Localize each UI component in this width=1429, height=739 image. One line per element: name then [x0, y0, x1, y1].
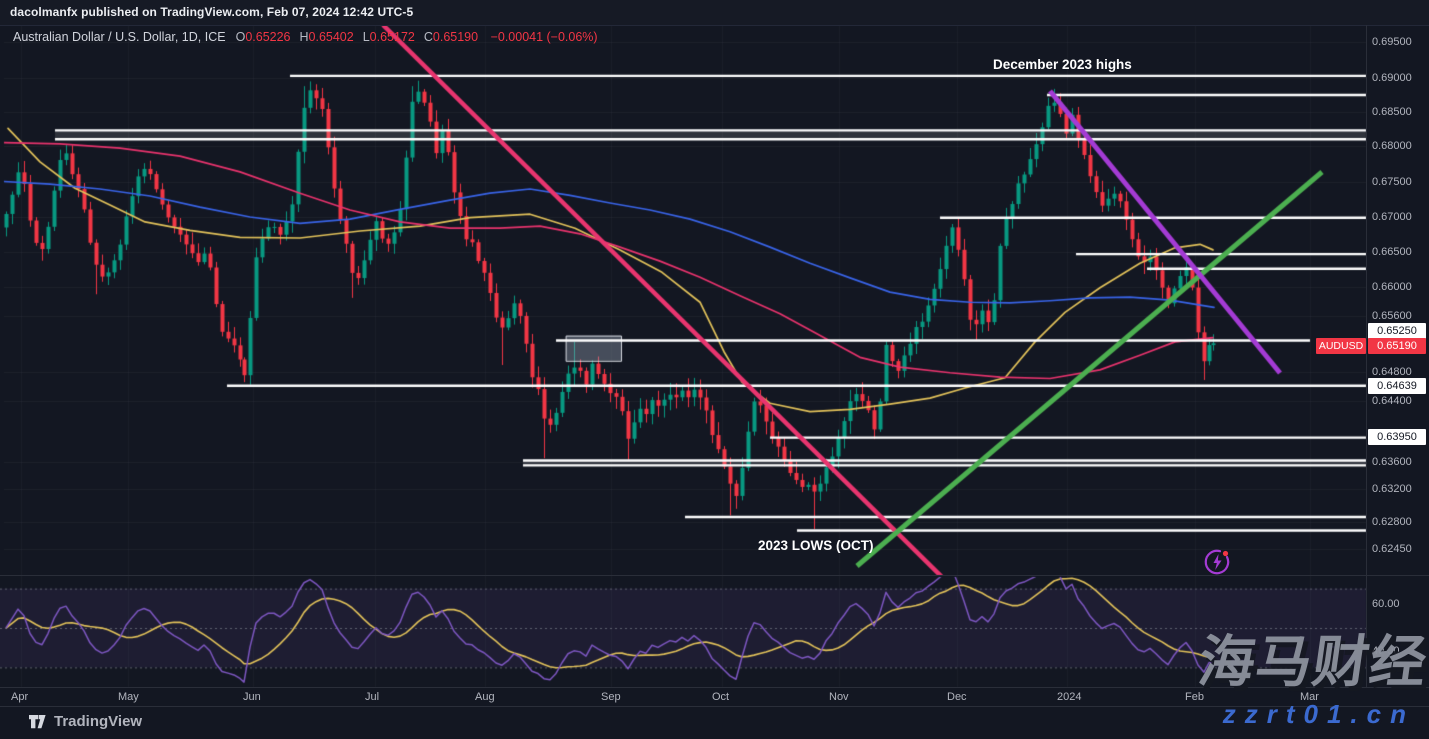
watermark-chinese: 海马财经	[1194, 630, 1429, 693]
price-axis-tick: 0.63200	[1372, 483, 1412, 495]
price-axis-tick: 0.67500	[1372, 176, 1412, 188]
time-axis-label: 2024	[1057, 691, 1082, 703]
time-axis-label: Oct	[712, 691, 730, 703]
price-axis-separator[interactable]	[1366, 25, 1367, 687]
time-axis-label: Feb	[1185, 691, 1204, 703]
watermark-url: zzrt01.cn	[1222, 699, 1415, 729]
change-value: −0.00041 (−0.06%)	[490, 30, 598, 44]
ohlc-L: L0.65172	[362, 30, 415, 44]
time-axis-label: May	[118, 691, 139, 703]
price-axis-tick: 0.68500	[1372, 106, 1412, 118]
price-axis-tick: 0.69500	[1372, 36, 1412, 48]
bottom-bar-separator	[0, 706, 1429, 707]
ohlc-C: C0.65190	[423, 30, 479, 44]
time-axis-separator	[0, 687, 1429, 688]
price-axis-tick: 0.62450	[1372, 543, 1412, 555]
price-axis-tick: 0.65600	[1372, 310, 1412, 322]
flash-idea-icon[interactable]	[1202, 547, 1232, 577]
time-axis-label: Apr	[11, 691, 29, 703]
price-axis-tick: 0.62800	[1372, 516, 1412, 528]
time-axis-label: Jun	[243, 691, 261, 703]
attribution-bar	[0, 0, 1429, 26]
price-axis-tick: 0.64800	[1372, 366, 1412, 378]
current-price-badge: 0.65190	[1368, 338, 1426, 354]
tradingview-mark-icon	[29, 715, 46, 729]
time-axis-label: Nov	[829, 691, 849, 703]
price-axis-tick: 0.67000	[1372, 211, 1412, 223]
tradingview-logo[interactable]: TradingView	[28, 712, 142, 731]
ohlc-O: O0.65226	[235, 30, 291, 44]
attribution-text: dacolmanfx published on TradingView.com,…	[10, 5, 414, 19]
time-axis-label: Aug	[475, 691, 495, 703]
price-axis-tick: 60.00	[1372, 598, 1400, 610]
chart-annotation[interactable]: 2023 LOWS (OCT)	[758, 538, 874, 553]
ohlc-H: H0.65402	[299, 30, 354, 44]
price-level-badge: 0.63950	[1368, 429, 1426, 445]
price-axis-tick: 0.66000	[1372, 281, 1412, 293]
time-axis-label: Sep	[601, 691, 621, 703]
price-axis-tick: 0.69000	[1372, 72, 1412, 84]
price-axis-tick: 40.00	[1372, 645, 1400, 657]
symbol-plate: AUDUSD	[1316, 338, 1366, 354]
symbol-title: Australian Dollar / U.S. Dollar, 1D, ICE	[13, 30, 226, 44]
pane-separator[interactable]	[0, 575, 1429, 576]
price-axis-tick: 0.66500	[1372, 246, 1412, 258]
price-level-badge: 0.65250	[1368, 323, 1426, 339]
price-level-badge: 0.64639	[1368, 378, 1426, 394]
price-axis-tick: 0.64400	[1372, 395, 1412, 407]
chart-annotation[interactable]: December 2023 highs	[993, 57, 1132, 72]
tradingview-logo-text: TradingView	[54, 713, 143, 730]
time-axis-label: Dec	[947, 691, 967, 703]
symbol-header[interactable]: Australian Dollar / U.S. Dollar, 1D, ICE…	[13, 30, 598, 44]
time-axis-label: Jul	[365, 691, 380, 703]
price-axis-tick: 0.63600	[1372, 456, 1412, 468]
price-axis-tick: 0.68000	[1372, 140, 1412, 152]
time-axis-label: Mar	[1300, 691, 1319, 703]
